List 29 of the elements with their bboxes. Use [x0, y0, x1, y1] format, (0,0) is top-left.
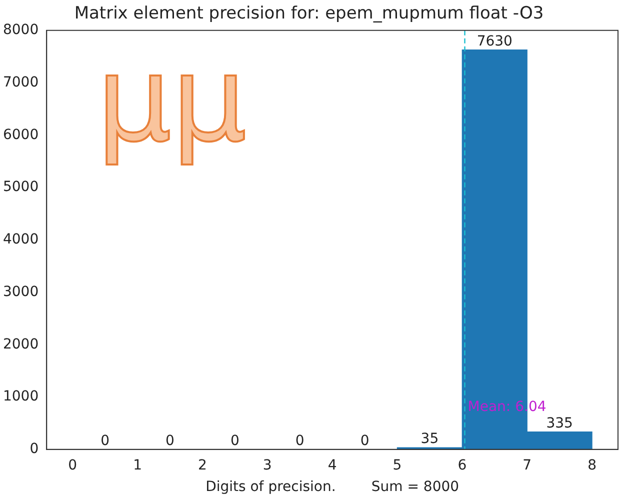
x-tick-label: 6 [458, 457, 467, 474]
annotation: μμ [96, 30, 247, 168]
data-label: 35 [420, 431, 439, 448]
x-tick-label: 4 [328, 457, 337, 474]
chart-title: Matrix element precision for: epem_mupmum float -O3 [74, 4, 544, 24]
data-label: 335 [546, 415, 573, 432]
data-label: 0 [360, 433, 370, 450]
y-tick-label: 4000 [2, 232, 39, 248]
y-tick-label: 1000 [2, 388, 39, 405]
y-tick-label: 6000 [2, 126, 39, 143]
y-tick-label: 2000 [2, 336, 39, 352]
x-tick-label: 1 [133, 457, 142, 474]
data-label: 0 [295, 433, 304, 450]
data-label: 0 [166, 433, 174, 450]
y-tick-label: 0 [30, 441, 39, 458]
x-axis-title: Digits of precision. Sum = 8000 [206, 479, 460, 496]
y-tick-label: 8000 [2, 22, 39, 38]
x-tick-label: 5 [392, 457, 402, 474]
x-tick-label: 8 [588, 457, 596, 474]
y-tick-label: 5000 [2, 179, 39, 196]
data-label: 7630 [476, 33, 512, 50]
data-label: 0 [100, 433, 110, 450]
x-tick-label: 3 [262, 457, 272, 474]
y-tick-label: 7000 [2, 74, 39, 90]
data-label: 0 [230, 433, 240, 450]
x-tick-label: 7 [522, 457, 532, 474]
y-tick-label: 3000 [2, 284, 39, 300]
x-tick-label: 2 [198, 457, 207, 474]
x-tick-label: 0 [68, 457, 78, 474]
